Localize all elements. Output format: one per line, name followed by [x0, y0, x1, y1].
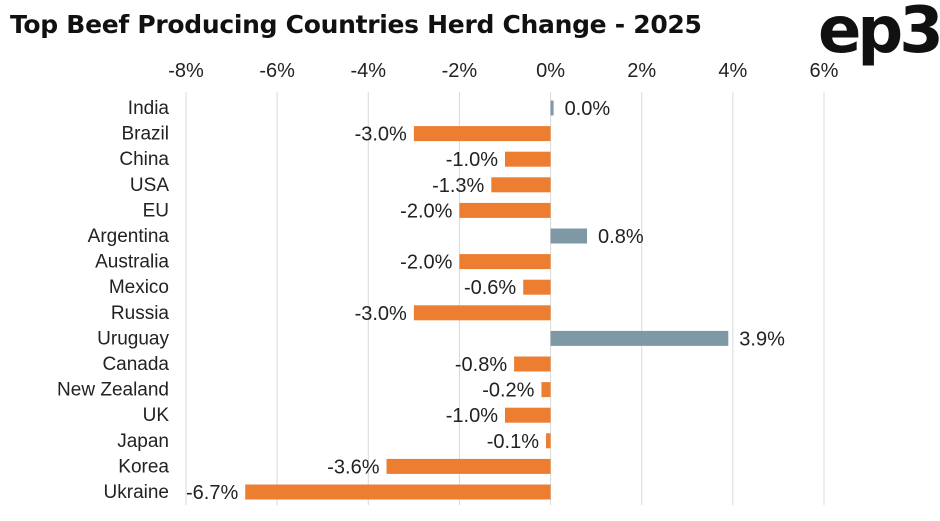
data-label: 0.0%	[565, 98, 611, 120]
data-label: -3.0%	[355, 303, 407, 325]
bar	[459, 202, 551, 218]
data-label: -1.3%	[432, 175, 484, 197]
bar	[541, 382, 551, 398]
bar	[245, 484, 551, 500]
bar	[459, 254, 551, 270]
category-label: Korea	[118, 456, 169, 477]
bar	[413, 126, 551, 142]
data-label: -1.0%	[446, 405, 498, 427]
category-label: Ukraine	[104, 482, 169, 503]
data-label: 0.8%	[598, 226, 644, 248]
category-label: Japan	[117, 431, 169, 452]
bar	[514, 356, 551, 372]
bar	[386, 458, 551, 474]
category-label: Mexico	[109, 277, 169, 298]
category-label: Australia	[95, 252, 169, 273]
bar	[413, 305, 551, 321]
category-label: Canada	[102, 354, 169, 375]
bar	[550, 330, 729, 346]
category-label: USA	[130, 175, 169, 196]
category-label: India	[128, 98, 170, 119]
data-label: -2.0%	[400, 252, 452, 274]
category-label: Brazil	[121, 124, 169, 145]
x-tick-label: -4%	[350, 60, 386, 82]
bar	[546, 433, 551, 449]
x-tick-label: 4%	[718, 60, 747, 82]
category-label: UK	[143, 405, 170, 426]
data-label: -3.6%	[327, 456, 379, 478]
bar	[550, 228, 588, 244]
bar	[505, 151, 551, 167]
data-label: -0.1%	[487, 431, 539, 453]
category-label: Argentina	[88, 226, 170, 247]
x-tick-label: -2%	[442, 60, 478, 82]
data-label: -0.6%	[464, 277, 516, 299]
x-tick-label: -8%	[168, 60, 204, 82]
category-label: China	[119, 149, 169, 170]
x-tick-label: 6%	[810, 60, 839, 82]
data-label: -6.7%	[186, 482, 238, 504]
data-label: 3.9%	[739, 328, 785, 350]
x-tick-label: 0%	[536, 60, 565, 82]
data-label: -3.0%	[355, 124, 407, 146]
data-label: -0.2%	[482, 380, 534, 402]
chart-title: Top Beef Producing Countries Herd Change…	[10, 10, 702, 39]
category-label: New Zealand	[57, 380, 169, 401]
category-label: Uruguay	[97, 328, 169, 349]
category-label: EU	[143, 200, 169, 221]
bar	[505, 407, 551, 423]
ep3-logo: ep3	[818, 0, 940, 68]
bar	[491, 177, 551, 193]
bar	[550, 100, 554, 116]
bar	[523, 279, 551, 295]
category-label: Russia	[111, 303, 170, 324]
data-label: -2.0%	[400, 200, 452, 222]
data-label: -1.0%	[446, 149, 498, 171]
x-tick-label: 2%	[627, 60, 656, 82]
data-label: -0.8%	[455, 354, 507, 376]
x-tick-label: -6%	[259, 60, 295, 82]
